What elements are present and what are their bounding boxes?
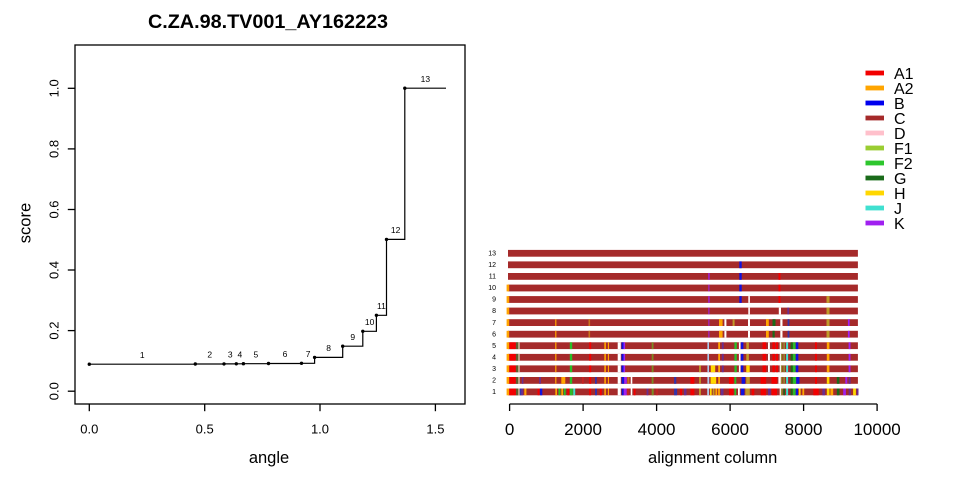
svg-text:4000: 4000 [638, 420, 676, 439]
svg-text:3: 3 [228, 350, 233, 360]
svg-text:10: 10 [488, 285, 496, 292]
svg-text:0.4: 0.4 [47, 261, 62, 279]
svg-text:K: K [894, 216, 905, 233]
svg-text:0.5: 0.5 [196, 422, 214, 437]
svg-text:8: 8 [326, 343, 331, 353]
svg-text:1: 1 [492, 389, 496, 396]
svg-text:9: 9 [492, 297, 496, 304]
svg-text:A1: A1 [894, 66, 914, 83]
svg-text:D: D [894, 126, 906, 143]
svg-text:11: 11 [489, 274, 496, 281]
svg-text:G: G [894, 171, 906, 188]
svg-text:1.0: 1.0 [311, 422, 329, 437]
svg-text:4: 4 [492, 354, 496, 361]
svg-text:8000: 8000 [785, 420, 823, 439]
svg-text:13: 13 [421, 74, 431, 84]
svg-text:9: 9 [350, 332, 355, 342]
svg-text:F2: F2 [894, 156, 913, 173]
svg-text:A2: A2 [894, 81, 914, 98]
svg-text:4: 4 [238, 350, 243, 360]
svg-text:6000: 6000 [711, 420, 749, 439]
svg-text:7: 7 [306, 349, 311, 359]
svg-text:12: 12 [488, 262, 496, 269]
svg-text:H: H [894, 186, 906, 203]
svg-text:1: 1 [140, 350, 145, 360]
svg-text:0: 0 [505, 420, 514, 439]
svg-text:0.0: 0.0 [80, 422, 98, 437]
svg-text:0.2: 0.2 [47, 322, 62, 340]
svg-text:5: 5 [254, 349, 259, 359]
svg-text:0.0: 0.0 [47, 382, 62, 400]
svg-text:12: 12 [391, 225, 401, 235]
svg-text:score: score [17, 203, 35, 243]
svg-text:angle: angle [249, 449, 289, 467]
svg-text:11: 11 [377, 301, 386, 311]
svg-text:1.0: 1.0 [47, 79, 62, 97]
svg-text:0.6: 0.6 [47, 200, 62, 218]
svg-text:B: B [894, 96, 905, 113]
svg-text:2000: 2000 [564, 420, 602, 439]
svg-text:6: 6 [492, 331, 496, 338]
svg-text:alignment column: alignment column [648, 449, 777, 467]
svg-text:C: C [894, 111, 906, 128]
svg-text:2: 2 [207, 350, 212, 360]
svg-text:8: 8 [492, 308, 496, 315]
svg-text:6: 6 [283, 349, 288, 359]
svg-text:F1: F1 [894, 141, 913, 158]
svg-text:C.ZA.98.TV001_AY162223: C.ZA.98.TV001_AY162223 [148, 11, 388, 33]
svg-text:13: 13 [488, 251, 496, 258]
svg-text:10000: 10000 [853, 420, 900, 439]
svg-text:7: 7 [492, 320, 496, 327]
svg-text:5: 5 [492, 343, 496, 350]
svg-text:3: 3 [492, 366, 496, 373]
svg-text:2: 2 [492, 378, 496, 385]
svg-text:1.5: 1.5 [426, 422, 444, 437]
svg-text:J: J [894, 201, 902, 218]
svg-text:0.8: 0.8 [47, 140, 62, 158]
svg-text:10: 10 [365, 317, 375, 327]
